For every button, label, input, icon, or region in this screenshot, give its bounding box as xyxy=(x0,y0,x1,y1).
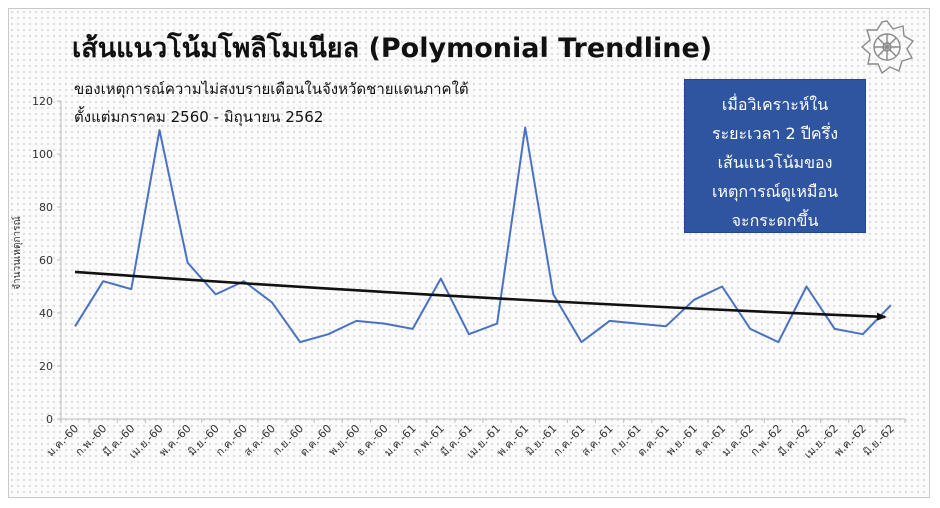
chart-subtitle-line1: ของเหตุการณ์ความไม่สงบรายเดือนในจังหวัดช… xyxy=(74,80,469,98)
y-tick-label: 20 xyxy=(39,360,53,373)
y-tick-label: 120 xyxy=(32,95,53,108)
chart-subtitle-line2: ตั้งแต่มกราคม 2560 - มิถุนายน 2562 xyxy=(74,108,324,126)
y-tick-label: 80 xyxy=(39,201,53,214)
x-tick-label: ส.ค.-60 xyxy=(241,422,278,459)
callout-box: เมื่อวิเคราะห์ใน ระยะเวลา 2 ปีครึ่ง เส้น… xyxy=(684,79,866,233)
y-axis-label: จำนวนเหตุการณ์ xyxy=(11,216,23,290)
series-line xyxy=(74,126,892,344)
trendline xyxy=(74,270,887,321)
callout-line: ระยะเวลา 2 ปีครึ่ง xyxy=(711,124,838,143)
callout-line: เหตุการณ์ดูเหมือน xyxy=(711,182,838,201)
x-tick-label: ส.ค.-61 xyxy=(579,422,616,459)
callout-line: เมื่อวิเคราะห์ใน xyxy=(721,95,829,114)
x-tick-label: พ.ค.-62 xyxy=(832,422,869,459)
x-tick-label: มิ.ย.-62 xyxy=(861,422,898,459)
x-tick-label: พ.ค.-61 xyxy=(494,422,531,459)
x-tick-label: พ.ค.-60 xyxy=(157,422,194,459)
callout-line: จะกระดกขึ้น xyxy=(731,211,819,230)
y-tick-label: 100 xyxy=(32,148,53,161)
y-tick-label: 60 xyxy=(39,254,53,267)
chart-title: เส้นแนวโน้มโพลิโมเนียล (Polymonial Trend… xyxy=(72,33,713,64)
y-tick-label: 40 xyxy=(39,307,53,320)
callout-line: เส้นแนวโน้มของ xyxy=(717,153,833,172)
wheel-emblem-icon xyxy=(860,20,915,75)
y-tick-label: 0 xyxy=(46,413,53,426)
